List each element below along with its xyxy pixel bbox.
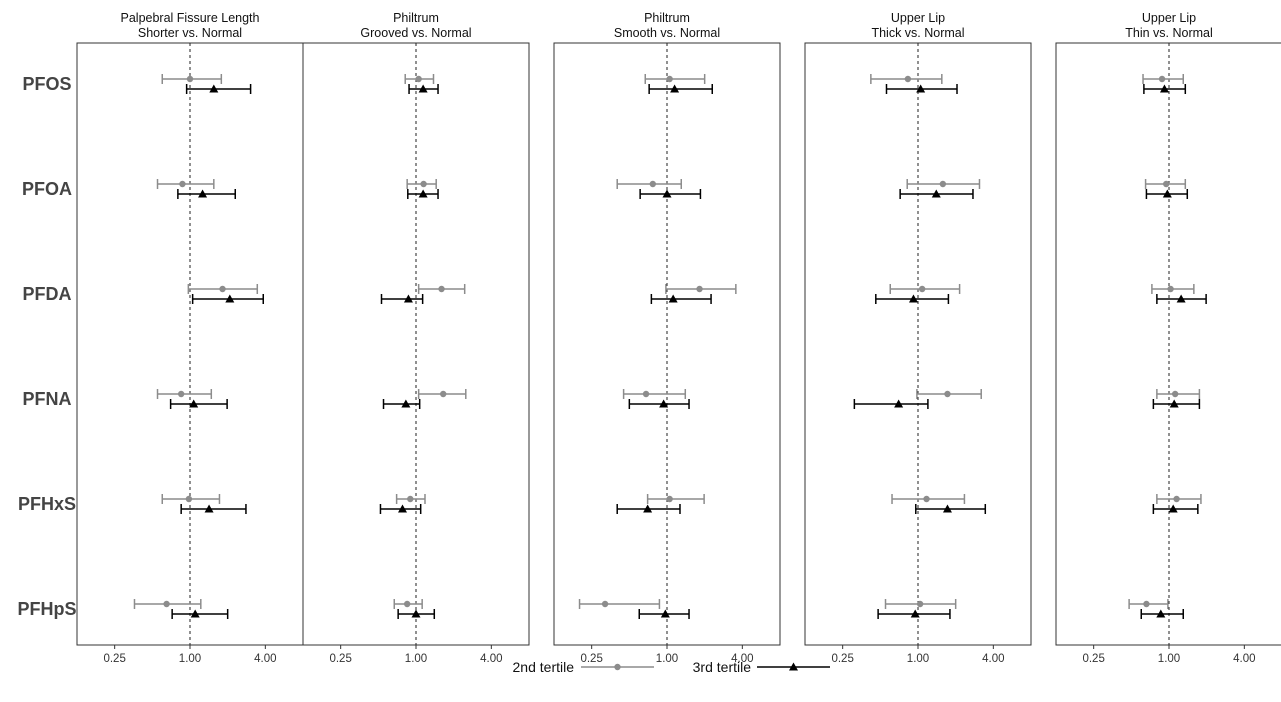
point-estimate: [186, 75, 194, 83]
point-estimate: [601, 600, 609, 608]
panel-title-line-1: Philtrum: [393, 11, 439, 25]
panel-title-line-1: Upper Lip: [891, 11, 945, 25]
x-tick-label: 0.25: [831, 653, 853, 665]
point-estimate: [1143, 600, 1150, 608]
point-estimate: [438, 285, 445, 293]
panel-title-line-2: Grooved vs. Normal: [360, 26, 471, 40]
x-tick-label: 0.25: [329, 653, 351, 665]
point-estimate: [696, 285, 703, 293]
point-estimate: [420, 180, 427, 188]
x-tick-label: 1.00: [179, 653, 201, 665]
point-estimate: [1176, 294, 1186, 303]
point-estimate: [666, 495, 673, 503]
x-tick-label: 0.25: [1082, 653, 1104, 665]
point-estimate: [942, 504, 952, 513]
point-estimate: [1167, 285, 1174, 293]
row-label-pfoa: PFOA: [22, 179, 72, 199]
point-estimate: [163, 600, 170, 608]
point-estimate: [204, 504, 214, 513]
point-estimate: [1158, 75, 1166, 83]
point-estimate: [916, 84, 926, 93]
x-tick-label: 4.00: [1233, 653, 1255, 665]
point-estimate: [642, 390, 650, 398]
point-estimate: [670, 84, 680, 93]
panel-title-line-2: Shorter vs. Normal: [138, 26, 242, 40]
point-estimate: [894, 399, 904, 408]
x-tick-label: 0.25: [103, 653, 125, 665]
point-estimate: [918, 285, 926, 293]
x-tick-label: 4.00: [254, 653, 276, 665]
point-estimate: [415, 75, 422, 83]
row-label-pfos: PFOS: [22, 74, 71, 94]
point-estimate: [440, 390, 447, 398]
point-estimate: [643, 504, 653, 513]
panel-title-line-2: Smooth vs. Normal: [614, 26, 720, 40]
x-tick-label: 1.00: [1158, 653, 1180, 665]
point-estimate: [190, 609, 200, 618]
x-tick-label: 4.00: [731, 653, 753, 665]
row-label-pfda: PFDA: [23, 284, 72, 304]
legend-label-3nd-tertile: 3rd tertile: [693, 659, 752, 675]
x-tick-label: 1.00: [907, 653, 929, 665]
point-estimate: [1171, 390, 1179, 398]
point-estimate: [401, 399, 411, 408]
point-estimate: [908, 294, 918, 303]
point-estimate: [668, 294, 678, 303]
panel-title-line-2: Thick vs. Normal: [871, 26, 964, 40]
x-tick-label: 1.00: [656, 653, 678, 665]
point-estimate: [1169, 399, 1179, 408]
point-estimate: [931, 189, 941, 198]
row-label-pfna: PFNA: [23, 389, 72, 409]
legend-marker-triangle: [789, 662, 798, 671]
point-estimate: [403, 294, 413, 303]
point-estimate: [407, 495, 414, 503]
point-estimate: [198, 189, 208, 198]
panel-title-line-1: Philtrum: [644, 11, 690, 25]
point-estimate: [910, 609, 920, 618]
point-estimate: [944, 390, 951, 398]
point-estimate: [659, 399, 669, 408]
point-estimate: [939, 180, 947, 188]
point-estimate: [1173, 495, 1180, 503]
point-estimate: [666, 75, 673, 83]
panel-title-line-1: Palpebral Fissure Length: [121, 11, 260, 25]
point-estimate: [923, 495, 930, 503]
point-estimate: [660, 609, 670, 618]
point-estimate: [418, 189, 428, 198]
x-tick-label: 4.00: [480, 653, 502, 665]
point-estimate: [1168, 504, 1178, 513]
point-estimate: [209, 84, 219, 93]
point-estimate: [916, 600, 924, 608]
point-estimate: [189, 399, 199, 408]
x-tick-label: 4.00: [982, 653, 1004, 665]
point-estimate: [1156, 609, 1166, 618]
point-estimate: [179, 180, 186, 188]
x-tick-label: 1.00: [405, 653, 427, 665]
point-estimate: [662, 189, 672, 198]
point-estimate: [219, 285, 226, 293]
point-estimate: [185, 495, 193, 503]
point-estimate: [397, 504, 407, 513]
row-label-pfhxs: PFHxS: [18, 494, 76, 514]
x-tick-label: 0.25: [580, 653, 602, 665]
point-estimate: [411, 609, 421, 618]
point-estimate: [1163, 180, 1170, 188]
legend-label-2nd-tertile: 2nd tertile: [513, 659, 575, 675]
point-estimate: [225, 294, 235, 303]
point-estimate: [403, 600, 411, 608]
point-estimate: [649, 180, 656, 188]
legend-marker-circle: [614, 663, 621, 671]
point-estimate: [1159, 84, 1169, 93]
point-estimate: [177, 390, 185, 398]
panel-title-line-1: Upper Lip: [1142, 11, 1196, 25]
panel-title-line-2: Thin vs. Normal: [1125, 26, 1213, 40]
point-estimate: [1162, 189, 1172, 198]
point-estimate: [418, 84, 428, 93]
row-label-pfhps: PFHpS: [17, 599, 76, 619]
point-estimate: [904, 75, 912, 83]
